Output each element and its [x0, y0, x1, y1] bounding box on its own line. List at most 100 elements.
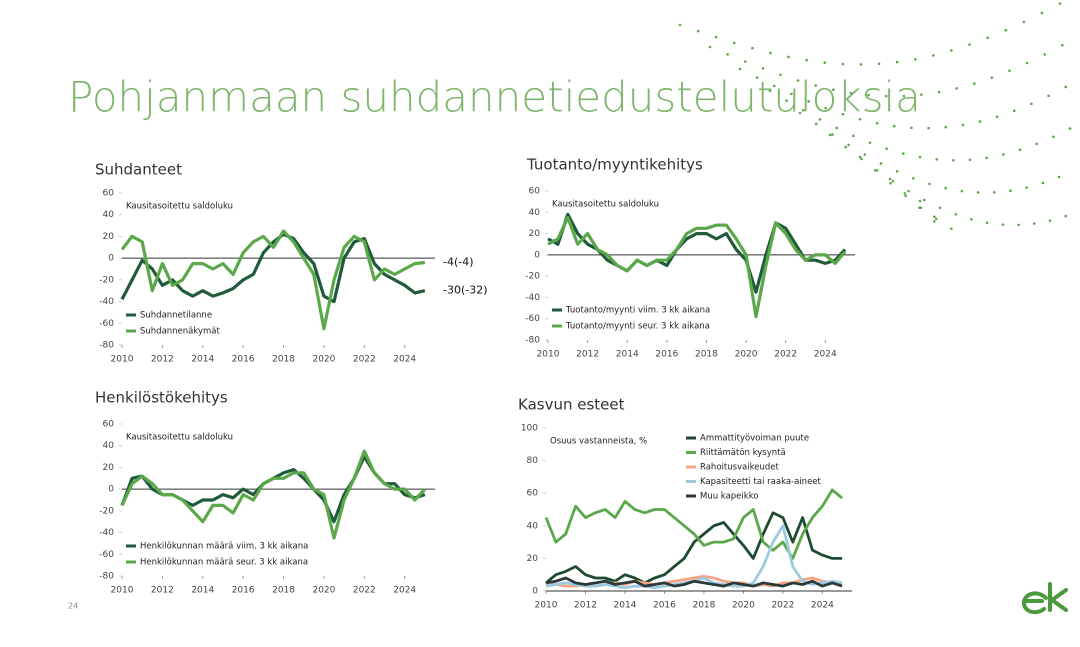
decor-dot — [928, 182, 931, 186]
series-line — [544, 488, 843, 560]
chart-title: Suhdanteet — [95, 161, 182, 179]
decor-dot — [1009, 189, 1012, 192]
decor-dot — [950, 227, 953, 230]
decor-dot — [986, 36, 989, 40]
decor-dot — [895, 60, 899, 64]
decor-dot — [1022, 20, 1026, 24]
decor-dot — [903, 192, 907, 195]
legend-label: Henkilökunnan määrä seur. 3 kk aikana — [140, 558, 308, 568]
legend-label: Ammattityövoiman puute — [700, 434, 809, 444]
decor-dot — [904, 194, 908, 198]
y-tick-label: 20 — [527, 554, 539, 564]
decor-dot — [992, 191, 996, 194]
x-tick-label: 2012 — [151, 355, 174, 365]
y-tick-label: -40 — [99, 297, 114, 307]
decor-dot — [755, 76, 759, 79]
series-line — [545, 511, 843, 585]
page-number: 24 — [68, 602, 78, 611]
decor-dot — [954, 212, 958, 216]
decor-dot — [807, 100, 810, 103]
y-tick-label: -20 — [525, 272, 540, 282]
x-tick-label: 2018 — [272, 586, 295, 596]
y-tick-label: 0 — [534, 250, 540, 260]
x-tick-label: 2022 — [771, 601, 794, 611]
decor-dot — [738, 67, 742, 71]
legend-label: Kapasiteetti tai raaka-aineet — [700, 477, 822, 487]
decor-dot — [714, 35, 718, 39]
decor-dot — [696, 29, 700, 33]
decor-dot — [824, 106, 828, 110]
x-tick-label: 2016 — [232, 355, 255, 365]
decor-dot — [990, 76, 994, 80]
decor-dot — [751, 46, 754, 50]
decor-dot — [1041, 181, 1045, 185]
decor-dot — [888, 177, 892, 181]
decor-dot — [708, 45, 712, 49]
decor-dot — [847, 143, 850, 147]
decor-dot — [769, 51, 772, 55]
x-tick-label: 2014 — [191, 586, 214, 596]
decor-dot — [858, 117, 862, 121]
y-tick-label: 0 — [108, 254, 114, 264]
legend-label: Suhdannenäkymät — [140, 327, 221, 337]
x-tick-label: 2020 — [312, 355, 335, 365]
x-tick-label: 2016 — [653, 601, 676, 611]
decor-dot — [860, 157, 863, 161]
decor-dot — [844, 145, 848, 149]
decor-dot — [1032, 222, 1036, 225]
decor-dot — [1030, 102, 1033, 106]
legend-label: Suhdannetilanne — [140, 311, 212, 321]
decor-dot — [1068, 127, 1072, 130]
decor-dot — [995, 115, 999, 119]
y-tick-label: -40 — [525, 293, 540, 303]
decor-dot — [1025, 186, 1028, 189]
y-tick-label: -60 — [525, 314, 540, 324]
decor-dot — [918, 155, 922, 159]
decor-dot — [884, 94, 888, 98]
decor-dot — [761, 67, 765, 70]
x-tick-label: 2020 — [312, 586, 335, 596]
decor-dot — [1064, 85, 1068, 89]
y-tick-label: 40 — [527, 521, 539, 531]
y-tick-label: 40 — [103, 210, 115, 220]
x-tick-label: 2012 — [151, 586, 174, 596]
decor-dot — [960, 189, 964, 193]
decor-dot — [944, 125, 948, 129]
decor-dot — [796, 79, 800, 82]
x-tick-label: 2024 — [814, 350, 837, 360]
decor-dot — [902, 152, 905, 155]
chart-subtitle: Osuus vastanneista, % — [550, 437, 647, 447]
decor-dot — [1035, 142, 1038, 146]
chart-title: Henkilöstökehitys — [95, 389, 228, 407]
decor-dot — [1025, 61, 1029, 65]
decor-dot — [732, 41, 736, 45]
x-tick-label: 2016 — [655, 350, 678, 360]
decor-dot — [818, 118, 822, 121]
decor-dot — [787, 55, 790, 59]
x-tick-label: 2016 — [232, 586, 255, 596]
decor-dot — [772, 84, 776, 88]
decor-dot — [814, 122, 818, 126]
decor-dot — [910, 126, 913, 130]
decor-dot — [972, 82, 976, 85]
x-tick-label: 2020 — [732, 601, 755, 611]
series-line — [545, 576, 843, 588]
x-tick-label: 2010 — [111, 355, 134, 365]
x-tick-label: 2014 — [614, 601, 637, 611]
legend-label: Rahoitusvaikeudet — [700, 463, 779, 473]
decor-dot — [935, 158, 938, 161]
decor-dot — [961, 123, 965, 127]
x-tick-label: 2012 — [576, 350, 599, 360]
decor-dot — [1004, 28, 1008, 32]
y-tick-label: 60 — [527, 489, 539, 499]
y-tick-label: 0 — [532, 587, 538, 597]
chart-subtitle: Kausitasoitettu saldoluku — [126, 433, 233, 443]
y-tick-label: 0 — [108, 485, 114, 495]
decor-dot — [849, 91, 853, 95]
decor-dot — [922, 198, 926, 202]
decor-dot — [802, 108, 805, 112]
chart-title: Tuotanto/myyntikehitys — [526, 156, 703, 174]
decor-dot — [835, 126, 838, 130]
y-tick-label: -80 — [99, 572, 114, 582]
decor-dot — [828, 133, 832, 137]
